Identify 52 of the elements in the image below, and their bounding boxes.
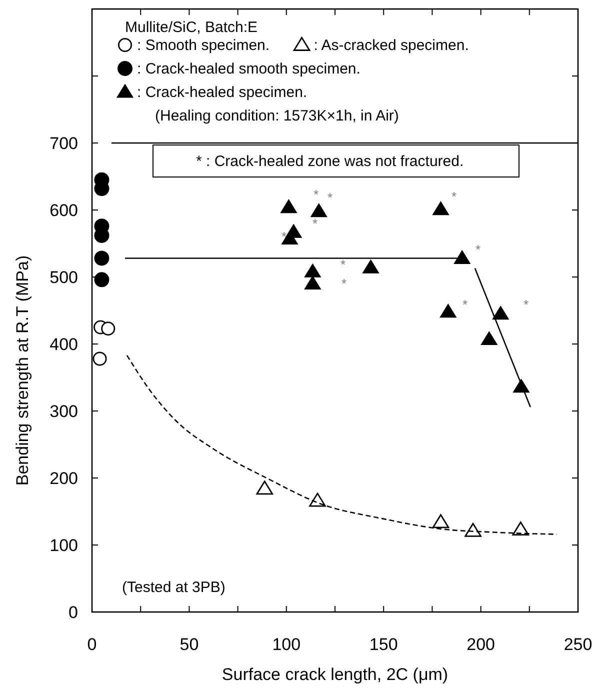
annotation: (Healing condition: 1573K×1h, in Air) — [155, 108, 399, 124]
y-tick-label: 0 — [68, 603, 78, 622]
x-tick-label: 0 — [87, 635, 97, 654]
point — [492, 306, 509, 320]
annotation: * — [451, 189, 457, 204]
legend-label: : As-cracked specimen. — [314, 37, 469, 54]
y-tick-label: 300 — [50, 402, 78, 421]
annotation: * — [281, 229, 287, 244]
point — [362, 260, 379, 274]
legend-label: : Crack-healed smooth specimen. — [137, 60, 360, 78]
point — [282, 230, 298, 245]
y-axis-title: Bending strength at R.T (MPa) — [13, 255, 32, 486]
annotation: * — [462, 297, 468, 312]
annotation: * — [312, 216, 318, 231]
point — [310, 203, 328, 218]
point — [454, 250, 470, 264]
annotation: * : Crack-healed zone was not fractured. — [196, 153, 464, 170]
y-tick-label: 500 — [50, 268, 78, 287]
annotation: * — [327, 190, 333, 205]
point — [280, 199, 297, 214]
point — [432, 514, 450, 528]
annotation: (Tested at 3PB) — [122, 579, 226, 596]
y-tick-label: 100 — [50, 536, 78, 555]
point — [304, 264, 321, 278]
legend-label: : Smooth specimen. — [137, 37, 270, 54]
point — [94, 250, 110, 266]
point — [304, 276, 321, 290]
y-tick-label: 200 — [50, 469, 78, 488]
annotation: * — [313, 187, 319, 202]
point — [92, 352, 107, 366]
annotation: * — [340, 257, 346, 272]
y-tick-label: 700 — [50, 134, 78, 153]
point — [101, 322, 116, 336]
x-tick-label: 150 — [369, 635, 398, 654]
y-tick-label: 600 — [50, 201, 78, 220]
x-tick-label: 50 — [180, 635, 199, 654]
x-tick-label: 100 — [272, 635, 301, 654]
x-tick-label: 200 — [466, 635, 495, 654]
y-tick-label: 400 — [50, 335, 78, 354]
x-tick-label: 250 — [564, 635, 592, 654]
point — [432, 201, 449, 216]
point — [256, 480, 274, 495]
point — [464, 522, 482, 537]
point — [94, 272, 110, 288]
point — [440, 304, 456, 318]
legend-title: Mullite/SiC, Batch:E — [125, 19, 258, 36]
annotation: * — [475, 242, 481, 257]
x-axis-title: Surface crack length, 2C (μm) — [222, 665, 448, 684]
annotation: * — [341, 276, 347, 291]
annotation: * — [523, 297, 529, 312]
point — [480, 331, 498, 346]
legend-label: : Crack-healed specimen. — [137, 84, 308, 101]
